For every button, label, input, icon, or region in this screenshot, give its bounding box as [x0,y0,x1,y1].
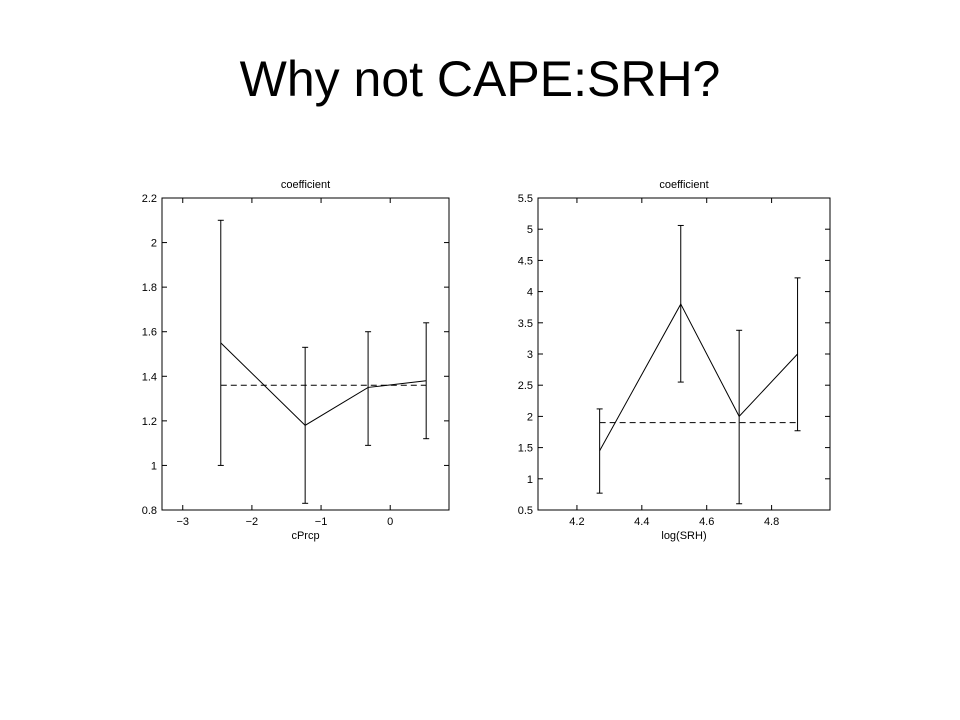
x-tick-label: −1 [315,516,328,528]
series-line [220,342,427,426]
x-axis-label: cPrcp [291,530,319,542]
x-axis-label: log(SRH) [661,530,706,542]
x-tick-label: 4.6 [699,516,714,528]
y-tick-label: 2.2 [142,193,157,205]
series-line [599,303,798,451]
y-tick-label: 2.5 [518,380,533,392]
y-tick-label: 4 [527,287,533,299]
x-tick-label: 0 [387,516,393,528]
x-tick-label: −3 [176,516,189,528]
chart-cprcp: −3 −2 −1 0 0.8 1 1.2 1.4 1.6 1.8 2 2.2 coefficient cP… [142,179,450,542]
y-tick-label: 1.8 [142,282,157,294]
y-tick-label: 2 [151,238,157,250]
y-tick-label: 3 [527,349,533,361]
x-tick-label: 4.4 [634,516,649,528]
slide-title: Why not CAPE:SRH? [239,51,721,107]
y-tick-label: 1.6 [142,327,157,339]
y-tick-label: 4.5 [518,255,533,267]
y-tick-label: 2 [527,411,533,423]
x-tick-label: −2 [246,516,259,528]
y-tick-label: 1 [527,474,533,486]
plot-frame [161,197,450,511]
y-tick-label: 5 [527,224,533,236]
y-tick-label: 0.8 [142,505,157,517]
y-tick-label: 1.2 [142,416,157,428]
y-tick-label: 1.4 [142,371,157,383]
chart-title: coefficient [281,179,330,191]
x-tick-label: 4.8 [764,516,779,528]
y-tick-label: 1.5 [518,443,533,455]
y-tick-label: 3.5 [518,318,533,330]
plot-frame [537,197,831,511]
y-tick-label: 5.5 [518,193,533,205]
x-tick-label: 4.2 [569,516,584,528]
y-tick-label: 1 [151,460,157,472]
chart-title: coefficient [659,179,708,191]
y-tick-label: 0.5 [518,505,533,517]
chart-log-srh: 4.2 4.4 4.6 4.8 0.5 1 1.5 2 2.5 3 3.5 4 4.5 5 5.5 coeff… [518,179,831,542]
